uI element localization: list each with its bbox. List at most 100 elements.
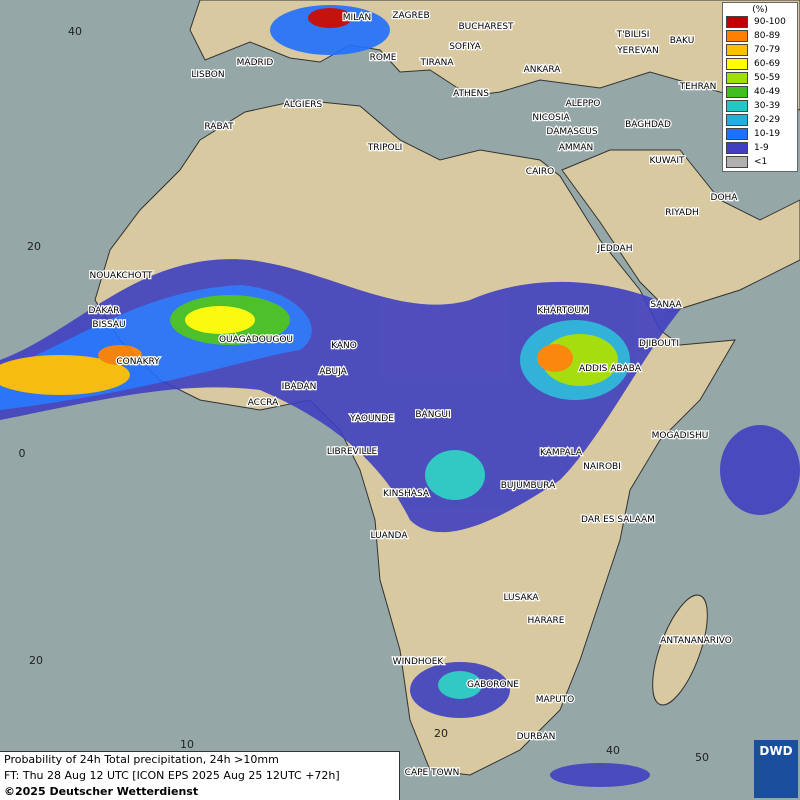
city-label: DAMASCUS <box>546 127 597 137</box>
city-label: ABUJA <box>319 367 347 377</box>
city-label: ANKARA <box>524 65 562 75</box>
city-label: SOFIYA <box>449 42 481 52</box>
city-label: T'BILISI <box>616 30 650 40</box>
city-label: CAIRO <box>526 167 554 177</box>
city-label: ATHENS <box>453 89 489 99</box>
logo-text: DWD <box>759 744 793 758</box>
legend-swatch <box>726 58 748 70</box>
city-label: IBADAN <box>282 382 317 392</box>
legend-swatch <box>726 16 748 28</box>
city-label: LIBREVILLE <box>327 447 378 457</box>
legend-item: 80-89 <box>726 29 794 43</box>
city-label: KANO <box>331 341 357 351</box>
city-label: TEHRAN <box>679 82 717 92</box>
precip-east-orange <box>537 344 573 372</box>
precip-europe-red <box>308 8 352 28</box>
legend-swatch <box>726 114 748 126</box>
legend-swatch <box>726 72 748 84</box>
city-label: WINDHOEK <box>393 657 445 667</box>
city-label: LUSAKA <box>503 593 539 603</box>
legend-label: 20-29 <box>754 115 781 125</box>
legend-item: 70-79 <box>726 43 794 57</box>
legend-swatch <box>726 128 748 140</box>
lat-label: 20 <box>27 240 41 253</box>
legend-title: (%) <box>752 5 768 15</box>
legend-label: 50-59 <box>754 73 781 83</box>
city-label: BUCHAREST <box>458 22 514 32</box>
lon-label: 40 <box>606 744 620 757</box>
madagascar <box>652 594 708 706</box>
lon-label: 20 <box>434 727 448 740</box>
city-label: NOUAKCHOTT <box>90 271 153 281</box>
legend-swatch <box>726 86 748 98</box>
city-label: TIRANA <box>419 58 454 68</box>
city-label: GABORONE <box>467 680 519 690</box>
grid-labels: 40 20 0 20 10 20 40 50 <box>19 25 710 764</box>
precipitation <box>0 5 800 787</box>
legend-swatch <box>726 142 748 154</box>
legend-label: 60-69 <box>754 59 781 69</box>
city-label: OUAGADOUGOU <box>219 335 293 345</box>
city-label: MAPUTO <box>536 695 575 705</box>
city-label: BUJUMBURA <box>501 481 556 491</box>
city-label: DOHA <box>711 193 739 203</box>
city-label: ALGIERS <box>284 100 323 110</box>
city-label: ADDIS ABABA <box>579 364 642 374</box>
city-label: KHARTOUM <box>537 306 588 316</box>
city-label: YEREVAN <box>616 46 659 56</box>
precip-congo <box>425 450 485 500</box>
legend-swatch <box>726 100 748 112</box>
legend-item: 50-59 <box>726 71 794 85</box>
legend-label: 90-100 <box>754 17 786 27</box>
city-label: AMMAN <box>559 143 594 153</box>
city-label: RIYADH <box>665 208 699 218</box>
city-label: CONAKRY <box>116 357 160 367</box>
city-label: RABAT <box>204 122 234 132</box>
city-label: MILAN <box>343 13 372 23</box>
city-label: DJIBOUTI <box>639 339 679 349</box>
precip-south-c <box>438 671 482 699</box>
city-label: BAGHDAD <box>625 120 671 130</box>
city-label: KINSHASA <box>383 489 430 499</box>
city-label: MADRID <box>237 58 274 68</box>
city-label: JEDDAH <box>597 244 633 254</box>
city-label: BISSAU <box>92 320 125 330</box>
lon-label: 10 <box>180 738 194 751</box>
city-label: ACCRA <box>248 398 279 408</box>
city-label: MOGADISHU <box>652 431 709 441</box>
precip-yellow <box>185 306 255 334</box>
copyright: ©2025 Deutscher Wetterdienst <box>4 785 199 798</box>
city-label: DAKAR <box>88 306 119 316</box>
legend-swatch <box>726 156 748 168</box>
legend-item: 60-69 <box>726 57 794 71</box>
precip-ocean <box>720 425 800 515</box>
city-label: BANGUI <box>415 410 450 420</box>
city-label: ALEPPO <box>566 99 601 109</box>
legend-swatch <box>726 44 748 56</box>
legend-item: 10-19 <box>726 127 794 141</box>
footer: Probability of 24h Total precipitation, … <box>0 751 400 800</box>
precip-europe <box>270 5 390 55</box>
precip-cape <box>550 763 650 787</box>
city-labels: MILAN ZAGREB BUCHAREST T'BILISI BAKU SOFIYA YE… <box>87 10 739 780</box>
city-label: SANAA <box>650 300 682 310</box>
legend-item: 1-9 <box>726 141 794 155</box>
legend-label: 10-19 <box>754 129 781 139</box>
legend-item: 40-49 <box>726 85 794 99</box>
precip-coast-red <box>98 345 142 365</box>
legend-label: 40-49 <box>754 87 781 97</box>
city-label: KUWAIT <box>650 156 685 166</box>
city-label: LISBON <box>191 70 224 80</box>
legend-item: 30-39 <box>726 99 794 113</box>
legend-label: <1 <box>754 157 768 167</box>
city-label: CAPE TOWN <box>405 768 460 778</box>
legend-label: 70-79 <box>754 45 781 55</box>
city-label: ZAGREB <box>392 11 429 21</box>
precip-coast <box>0 355 130 395</box>
city-label: DURBAN <box>517 732 556 742</box>
city-label: KAMPALA <box>540 448 583 458</box>
legend-item: 90-100 <box>726 15 794 29</box>
legend: (%) 90-100 80-89 70-79 60-69 50-59 40-49 30-39… <box>722 2 798 172</box>
